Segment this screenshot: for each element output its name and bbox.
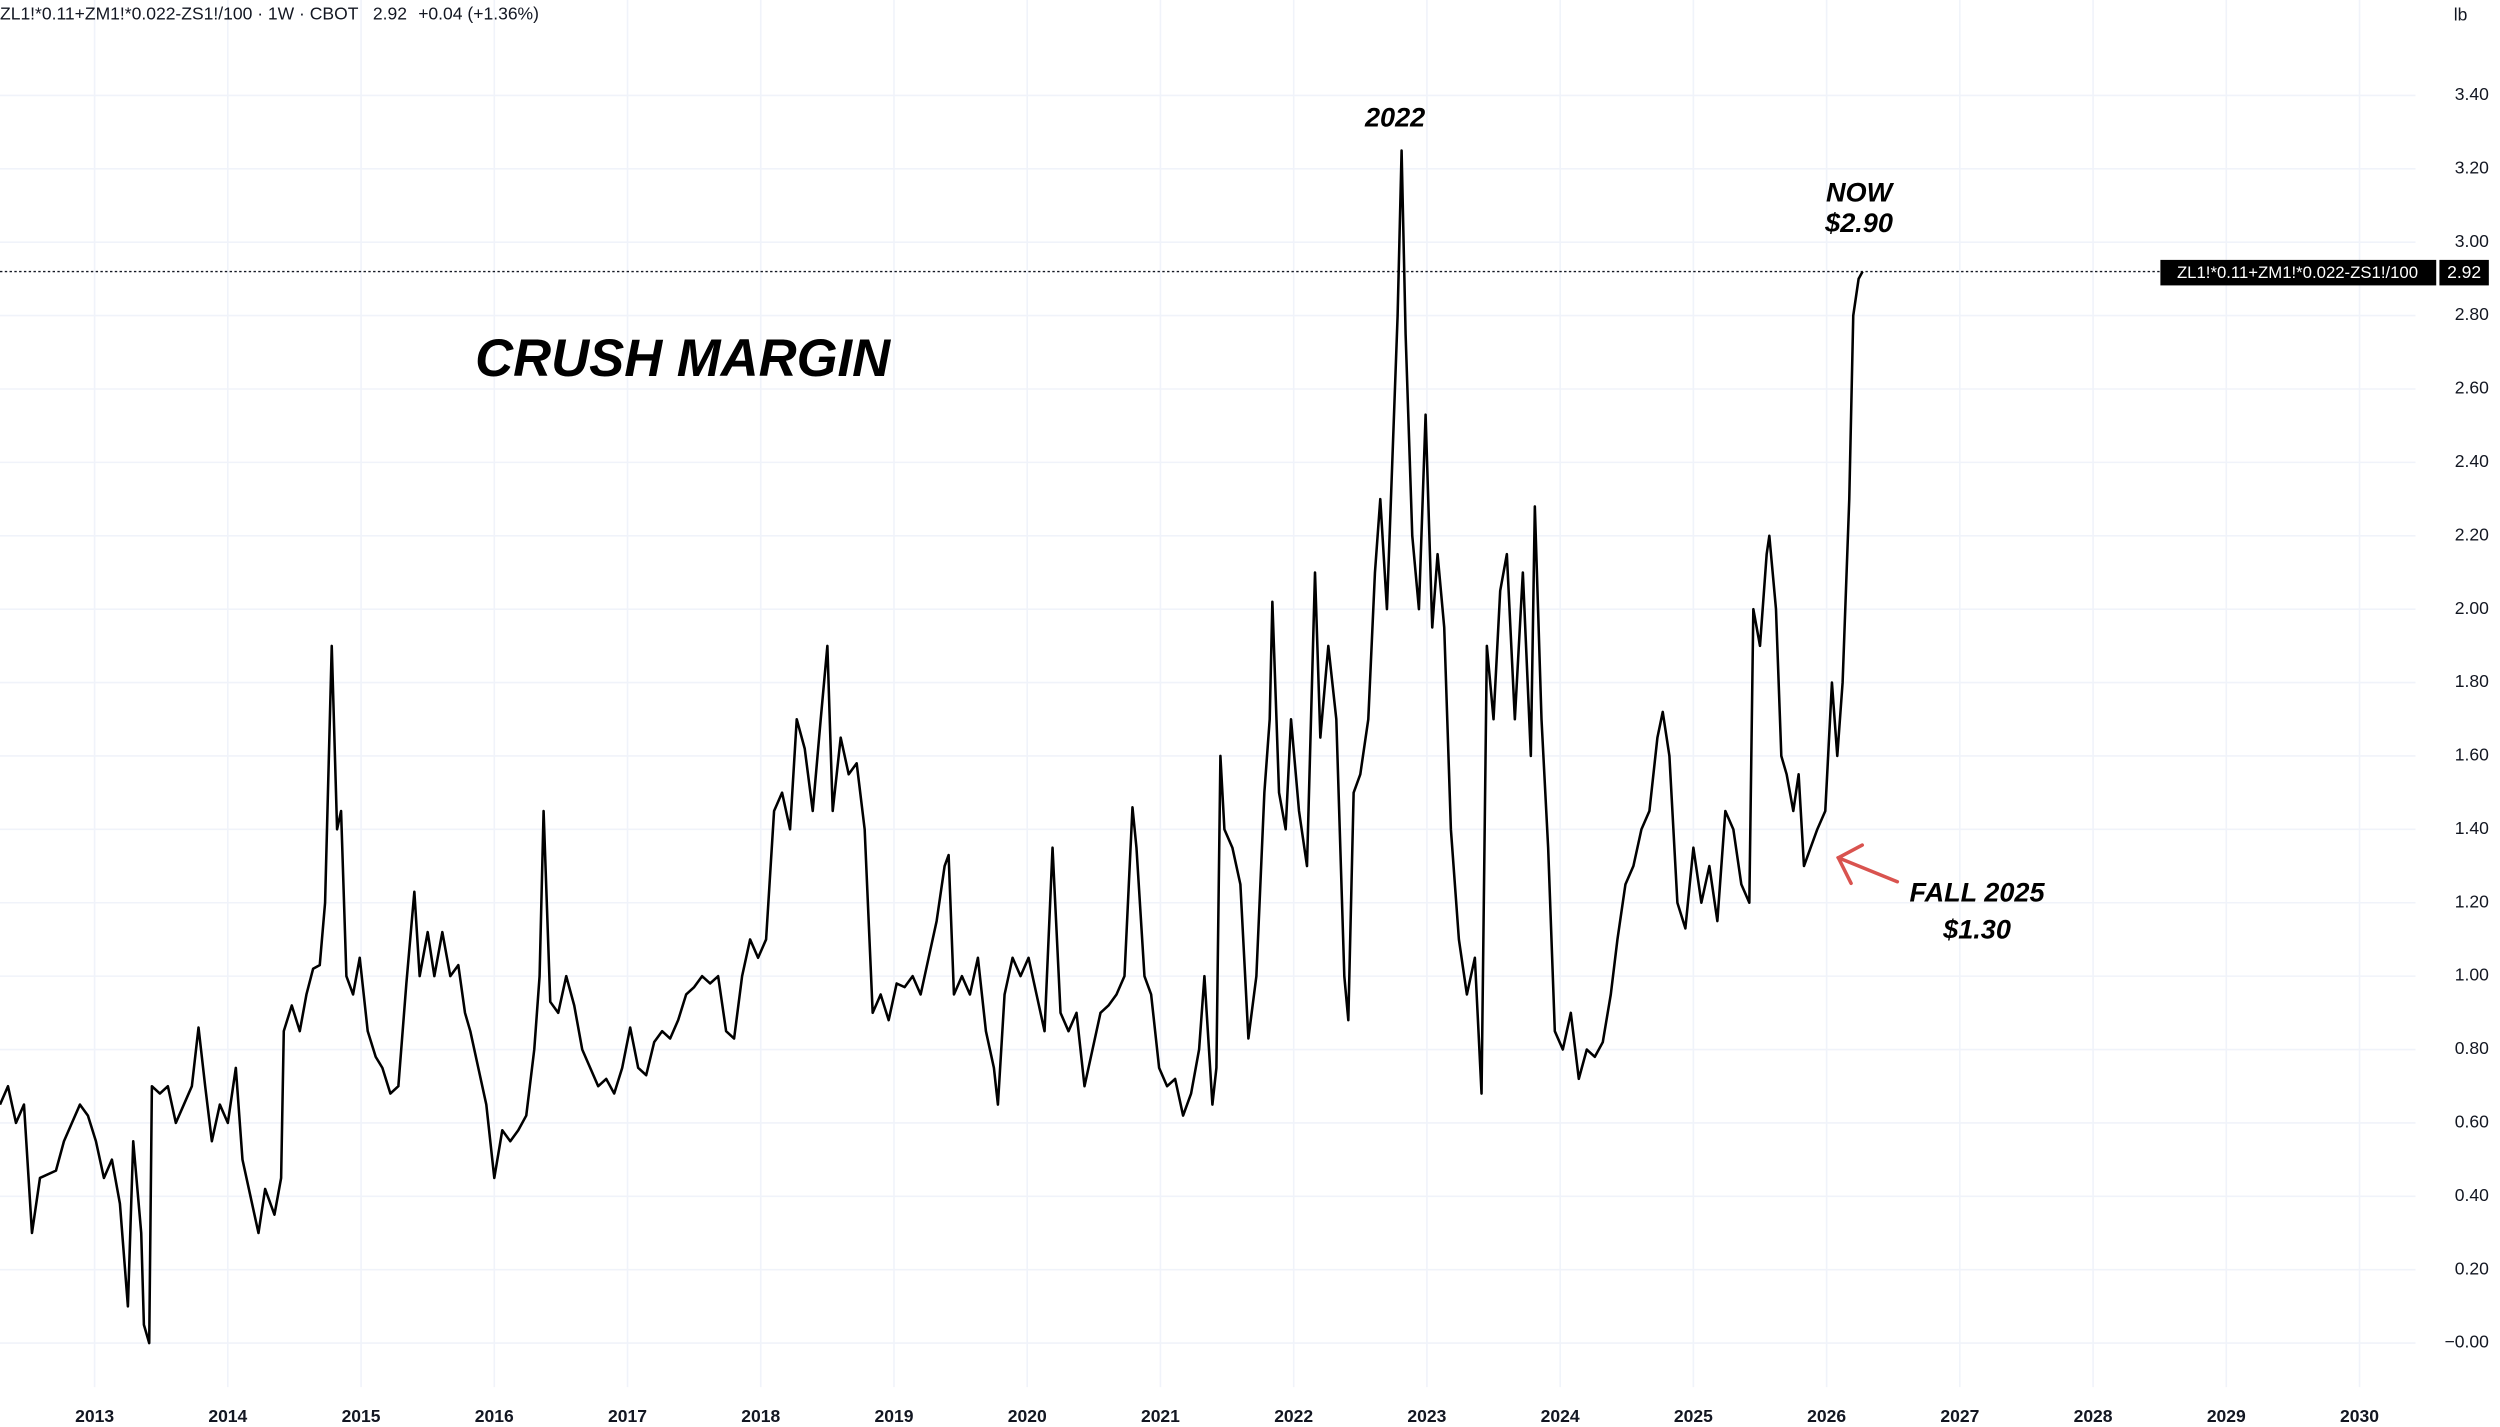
x-tick-label: 2024	[1541, 1406, 1580, 1426]
y-tick-label: 2.60	[2455, 378, 2489, 398]
last-price: 2.92	[373, 3, 407, 23]
x-tick-label: 2026	[1807, 1406, 1846, 1426]
y-tick-label: 0.80	[2455, 1038, 2489, 1058]
annotation: 2022	[1364, 102, 1425, 133]
y-tick-label: 0.20	[2455, 1258, 2489, 1278]
y-tick-label: 2.80	[2455, 304, 2489, 324]
legend: ZL1!*0.11+ZM1!*0.022-ZS1!/100 · 1W · CBO…	[0, 3, 539, 23]
price-label-box	[2160, 259, 2437, 286]
y-tick-label: 1.60	[2455, 745, 2489, 765]
change: +0.04	[418, 3, 463, 23]
x-tick-label: 2019	[875, 1406, 914, 1426]
x-tick-label: 2016	[475, 1406, 514, 1426]
x-tick-label: 2029	[2207, 1406, 2246, 1426]
y-tick-label: 0.40	[2455, 1185, 2489, 1205]
x-tick-label: 2030	[2340, 1406, 2379, 1426]
x-tick-label: 2015	[342, 1406, 381, 1426]
annotation: $2.90	[1824, 207, 1893, 238]
annotation: $1.30	[1942, 913, 2011, 944]
unit-label: lb	[2454, 5, 2468, 25]
x-tick-label: 2023	[1407, 1406, 1446, 1426]
y-tick-label: 2.00	[2455, 598, 2489, 618]
x-tick-label: 2020	[1008, 1406, 1047, 1426]
line-series	[0, 149, 1864, 1345]
x-tick-label: 2013	[75, 1406, 114, 1426]
y-tick-label: 3.20	[2455, 157, 2489, 177]
legend-suffix: · 1W · CBOT	[257, 3, 358, 23]
x-tick-label: 2027	[1940, 1406, 1979, 1426]
x-tick-label: 2021	[1141, 1406, 1180, 1426]
chart-title: CRUSH MARGIN	[475, 329, 891, 388]
y-tick-label: 3.00	[2455, 231, 2489, 251]
change-pct: (+1.36%)	[467, 3, 539, 23]
x-tick-label: 2018	[741, 1406, 780, 1426]
y-tick-label: 1.20	[2455, 891, 2489, 911]
price-label: ZL1!*0.11+ZM1!*0.022-ZS1!/100 2.92	[2160, 259, 2489, 286]
x-tick-label: 2017	[608, 1406, 647, 1426]
price-value-box	[2439, 259, 2489, 286]
annotation: NOW	[1826, 177, 1895, 208]
grid	[0, 0, 2416, 1388]
y-tick-label: 2.20	[2455, 524, 2489, 544]
y-tick-label: 0.60	[2455, 1112, 2489, 1132]
price-value: 2.92	[2447, 262, 2481, 282]
plot	[0, 149, 2161, 1345]
y-tick-label: 3.40	[2455, 84, 2489, 104]
x-tick-label: 2022	[1274, 1406, 1313, 1426]
axes: −0.00 0.20 0.40 0.60 0.80 1.00 1.20 1.40 1.60 1.8…	[75, 84, 2489, 1426]
x-tick-label: 2014	[208, 1406, 247, 1426]
y-tick-label: 1.00	[2455, 965, 2489, 985]
annotation: FALL 2025	[1910, 877, 2046, 908]
x-tick-label: 2028	[2074, 1406, 2113, 1426]
y-tick-label: 2.40	[2455, 451, 2489, 471]
symbol: ZL1!*0.11+ZM1!*0.022-ZS1!/100	[0, 3, 253, 23]
arrow	[1835, 843, 1900, 886]
x-tick-label: 2025	[1674, 1406, 1713, 1426]
y-tick-label: −0.00	[2445, 1332, 2490, 1352]
y-tick-label: 1.80	[2455, 671, 2489, 691]
price-label-name: ZL1!*0.11+ZM1!*0.022-ZS1!/100	[2177, 263, 2418, 282]
y-tick-label: 1.40	[2455, 818, 2489, 838]
